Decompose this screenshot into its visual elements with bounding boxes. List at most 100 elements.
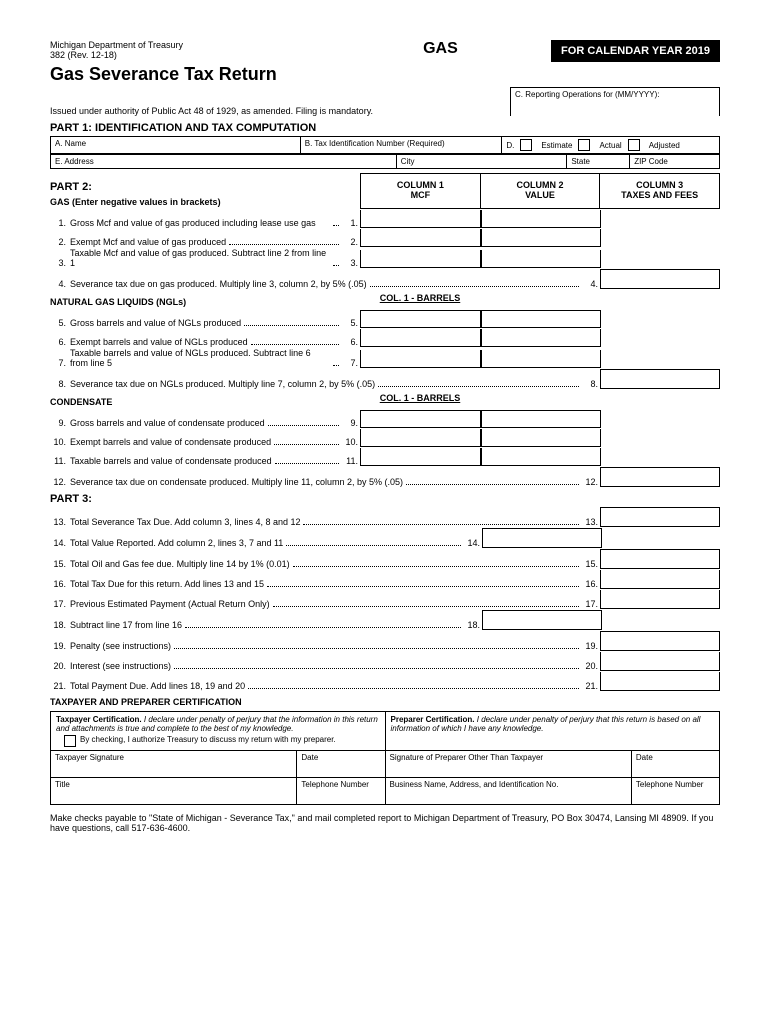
line2-col2[interactable]: [481, 229, 602, 247]
taxpayer-phone[interactable]: Telephone Number: [297, 778, 385, 804]
line-19: 19.Penalty (see instructions)19.: [50, 631, 720, 651]
checkbox-estimate[interactable]: [520, 139, 532, 151]
line19-val[interactable]: [600, 631, 720, 651]
d-label: D.: [506, 141, 514, 150]
field-a-name[interactable]: A. Name: [51, 137, 301, 154]
column-headers: PART 2: GAS (Enter negative values in br…: [50, 173, 720, 209]
line-3: 3.Taxable Mcf and value of gas produced.…: [50, 248, 720, 268]
preparer-cert: Preparer Certification. I declare under …: [386, 712, 720, 750]
line-2: 2.Exempt Mcf and value of gas produced2.: [50, 229, 720, 247]
field-state[interactable]: State: [567, 155, 630, 168]
business-info[interactable]: Business Name, Address, and Identificati…: [386, 778, 632, 804]
col1-barrels-label2: COL. 1 - BARRELS: [360, 393, 480, 409]
actual-label: Actual: [599, 141, 621, 150]
preparer-signature[interactable]: Signature of Preparer Other Than Taxpaye…: [386, 751, 632, 777]
line17-val[interactable]: [600, 590, 720, 609]
line15-val[interactable]: [600, 549, 720, 569]
line6-col2[interactable]: [481, 329, 602, 347]
line-15: 15.Total Oil and Gas fee due. Multiply l…: [50, 549, 720, 569]
estimate-label: Estimate: [541, 141, 572, 150]
field-d-type: D. Estimate Actual Adjusted: [502, 137, 719, 154]
line-6: 6.Exempt barrels and value of NGLs produ…: [50, 329, 720, 347]
field-city[interactable]: City: [397, 155, 568, 168]
header: Michigan Department of Treasury 382 (Rev…: [50, 40, 720, 62]
subtitle: Issued under authority of Public Act 48 …: [50, 106, 373, 116]
calendar-year-box: FOR CALENDAR YEAR 2019: [551, 40, 720, 62]
line-20: 20.Interest (see instructions)20.: [50, 652, 720, 671]
preparer-date[interactable]: Date: [632, 751, 719, 777]
line10-col1[interactable]: [360, 429, 481, 447]
line4-col3[interactable]: [600, 269, 720, 289]
line-4: 4.Severance tax due on gas produced. Mul…: [50, 269, 720, 289]
ngl-section: NATURAL GAS LIQUIDS (NGLs): [50, 297, 360, 307]
line7-col2[interactable]: [481, 350, 602, 368]
field-zip[interactable]: ZIP Code: [630, 155, 719, 168]
line8-col3[interactable]: [600, 369, 720, 389]
line21-val[interactable]: [600, 672, 720, 691]
line-10: 10.Exempt barrels and value of condensat…: [50, 429, 720, 447]
line11-col2[interactable]: [481, 448, 602, 466]
line1-col2[interactable]: [481, 210, 602, 228]
line3-col2[interactable]: [481, 250, 602, 268]
dept-info: Michigan Department of Treasury 382 (Rev…: [50, 40, 183, 60]
col2-header: COLUMN 2VALUE: [480, 173, 600, 209]
col1-barrels-label: COL. 1 - BARRELS: [360, 293, 480, 309]
line-13: 13.Total Severance Tax Due. Add column 3…: [50, 507, 720, 527]
line-14: 14.Total Value Reported. Add column 2, l…: [50, 528, 720, 548]
form-number: 382 (Rev. 12-18): [50, 50, 183, 60]
certification-title: TAXPAYER AND PREPARER CERTIFICATION: [50, 697, 720, 707]
line14-val[interactable]: [482, 528, 602, 548]
title-field[interactable]: Title: [51, 778, 297, 804]
checkbox-authorize[interactable]: [64, 735, 76, 747]
col1-header: COLUMN 1MCF: [360, 173, 480, 209]
line11-col1[interactable]: [360, 448, 481, 466]
line9-col2[interactable]: [481, 410, 602, 428]
certification-box: Taxpayer Certification. I declare under …: [50, 711, 720, 805]
line1-col1[interactable]: [360, 210, 481, 228]
line2-col1[interactable]: [360, 229, 481, 247]
checkbox-actual[interactable]: [578, 139, 590, 151]
line-7: 7.Taxable barrels and value of NGLs prod…: [50, 348, 720, 368]
taxpayer-cert: Taxpayer Certification. I declare under …: [51, 712, 386, 750]
field-b-tin[interactable]: B. Tax Identification Number (Required): [301, 137, 503, 154]
gas-heading: GAS: [423, 40, 458, 58]
part1-fields: A. Name B. Tax Identification Number (Re…: [50, 136, 720, 169]
line13-val[interactable]: [600, 507, 720, 527]
adjusted-label: Adjusted: [649, 141, 680, 150]
line18-val[interactable]: [482, 610, 602, 630]
part1-title: PART 1: IDENTIFICATION AND TAX COMPUTATI…: [50, 122, 720, 134]
line12-col3[interactable]: [600, 467, 720, 487]
line5-col2[interactable]: [481, 310, 602, 328]
field-c-reporting[interactable]: C. Reporting Operations for (MM/YYYY):: [510, 87, 720, 116]
line7-col1[interactable]: [360, 350, 481, 368]
line-16: 16.Total Tax Due for this return. Add li…: [50, 570, 720, 589]
line-12: 12.Severance tax due on condensate produ…: [50, 467, 720, 487]
line-1: 1.Gross Mcf and value of gas produced in…: [50, 210, 720, 228]
line-8: 8.Severance tax due on NGLs produced. Mu…: [50, 369, 720, 389]
line5-col1[interactable]: [360, 310, 481, 328]
col3-header: COLUMN 3TAXES AND FEES: [599, 173, 720, 209]
line-9: 9.Gross barrels and value of condensate …: [50, 410, 720, 428]
line-17: 17.Previous Estimated Payment (Actual Re…: [50, 590, 720, 609]
part2-title: PART 2:: [50, 181, 360, 193]
tax-form-page: Michigan Department of Treasury 382 (Rev…: [0, 0, 770, 1024]
checkbox-adjusted[interactable]: [628, 139, 640, 151]
line9-col1[interactable]: [360, 410, 481, 428]
condensate-section: CONDENSATE: [50, 397, 360, 407]
part3-title: PART 3:: [50, 493, 720, 505]
line-5: 5.Gross barrels and value of NGLs produc…: [50, 310, 720, 328]
field-e-address[interactable]: E. Address: [51, 155, 397, 168]
line3-col1[interactable]: [360, 250, 481, 268]
line6-col1[interactable]: [360, 329, 481, 347]
taxpayer-signature[interactable]: Taxpayer Signature: [51, 751, 297, 777]
gas-section-label: GAS (Enter negative values in brackets): [50, 197, 360, 207]
line-21: 21.Total Payment Due. Add lines 18, 19 a…: [50, 672, 720, 691]
line20-val[interactable]: [600, 652, 720, 671]
line16-val[interactable]: [600, 570, 720, 589]
preparer-phone[interactable]: Telephone Number: [632, 778, 719, 804]
line-18: 18.Subtract line 17 from line 1618.: [50, 610, 720, 630]
form-title: Gas Severance Tax Return: [50, 64, 720, 85]
taxpayer-date[interactable]: Date: [297, 751, 385, 777]
line10-col2[interactable]: [481, 429, 602, 447]
dept-name: Michigan Department of Treasury: [50, 40, 183, 50]
